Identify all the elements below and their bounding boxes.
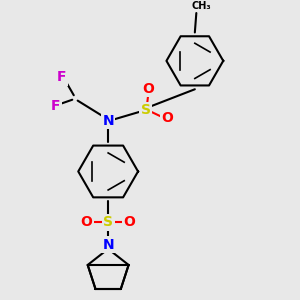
Text: S: S	[140, 103, 151, 117]
Text: O: O	[81, 215, 93, 229]
Text: F: F	[51, 99, 61, 113]
Text: O: O	[124, 215, 136, 229]
Text: S: S	[103, 215, 113, 229]
Text: O: O	[161, 111, 173, 125]
Text: F: F	[57, 70, 67, 84]
Text: O: O	[142, 82, 154, 96]
Text: N: N	[102, 238, 114, 252]
Text: N: N	[102, 114, 114, 128]
Text: CH₃: CH₃	[192, 1, 211, 11]
